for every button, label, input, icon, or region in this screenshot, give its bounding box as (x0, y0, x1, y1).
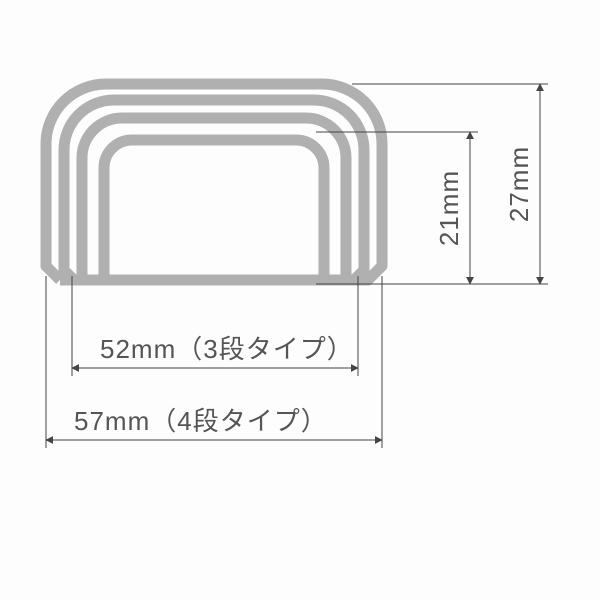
dim-label-vertical-0: 21mm (434, 170, 464, 246)
dim-label-horizontal-1: 57mm（4段タイプ） (74, 406, 328, 436)
dim-label-horizontal-0: 52mm（3段タイプ） (100, 334, 354, 364)
dim-label-vertical-1: 27mm (504, 146, 534, 222)
